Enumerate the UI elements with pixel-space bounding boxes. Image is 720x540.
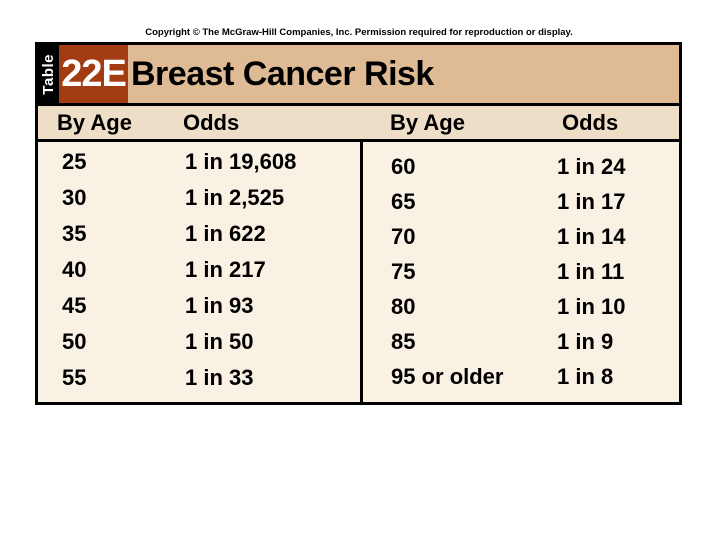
table-row: 30 1 in 2,525 bbox=[38, 180, 360, 216]
table-row: 60 1 in 24 bbox=[363, 149, 679, 184]
age-cell: 35 bbox=[62, 221, 87, 246]
age-cell: 95 or older bbox=[391, 363, 504, 389]
header-odds-right: Odds bbox=[562, 109, 619, 135]
odds-cell: 1 in 19,608 bbox=[185, 149, 297, 174]
odds-cell: 1 in 8 bbox=[557, 363, 614, 389]
table-tab-label: Table bbox=[40, 53, 57, 95]
title-bar: Table 22E Breast Cancer Risk bbox=[38, 45, 679, 103]
header-by-age-right: By Age bbox=[390, 109, 465, 135]
odds-cell: 1 in 2,525 bbox=[185, 185, 285, 210]
title-area: Breast Cancer Risk bbox=[128, 45, 679, 103]
age-cell: 55 bbox=[62, 365, 87, 390]
age-cell: 80 bbox=[391, 293, 416, 319]
age-cell: 25 bbox=[62, 149, 87, 174]
odds-cell: 1 in 217 bbox=[185, 257, 266, 282]
table-row: 50 1 in 50 bbox=[38, 324, 360, 360]
table-tab: Table bbox=[38, 45, 59, 103]
odds-cell: 1 in 17 bbox=[557, 188, 626, 214]
age-cell: 75 bbox=[391, 258, 416, 284]
table-row: 40 1 in 217 bbox=[38, 252, 360, 288]
table-left-column: 25 1 in 19,608 30 1 in 2,525 35 1 in 622… bbox=[38, 142, 360, 402]
age-cell: 50 bbox=[62, 329, 87, 354]
table-body: 25 1 in 19,608 30 1 in 2,525 35 1 in 622… bbox=[38, 142, 679, 402]
table-row: 45 1 in 93 bbox=[38, 288, 360, 324]
odds-cell: 1 in 14 bbox=[557, 223, 626, 249]
page-title: Breast Cancer Risk bbox=[131, 54, 434, 93]
table-row: 35 1 in 622 bbox=[38, 216, 360, 252]
table-code-label: 22E bbox=[61, 52, 127, 95]
header-odds-left: Odds bbox=[183, 109, 240, 135]
table-frame: Table 22E Breast Cancer Risk By Age Odds… bbox=[35, 42, 682, 405]
age-cell: 60 bbox=[391, 153, 416, 179]
table-right-column: 60 1 in 24 65 1 in 17 70 1 in 14 75 1 in… bbox=[360, 142, 679, 402]
age-cell: 30 bbox=[62, 185, 87, 210]
table-row: 65 1 in 17 bbox=[363, 184, 679, 219]
odds-cell: 1 in 10 bbox=[557, 293, 626, 319]
table-row: 95 or older 1 in 8 bbox=[363, 359, 679, 394]
table-row: 55 1 in 33 bbox=[38, 360, 360, 396]
age-cell: 70 bbox=[391, 223, 416, 249]
odds-cell: 1 in 622 bbox=[185, 221, 266, 246]
table-code-box: 22E bbox=[59, 45, 128, 103]
age-cell: 40 bbox=[62, 257, 87, 282]
table-header-row: By Age Odds By Age Odds bbox=[38, 103, 679, 142]
odds-cell: 1 in 50 bbox=[185, 329, 254, 354]
age-cell: 65 bbox=[391, 188, 416, 214]
header-by-age-left: By Age bbox=[57, 109, 132, 135]
age-cell: 45 bbox=[62, 293, 87, 318]
table-row: 25 1 in 19,608 bbox=[38, 144, 360, 180]
copyright-notice: Copyright © The McGraw-Hill Companies, I… bbox=[145, 27, 573, 38]
table-row: 70 1 in 14 bbox=[363, 219, 679, 254]
odds-cell: 1 in 24 bbox=[557, 153, 626, 179]
odds-cell: 1 in 33 bbox=[185, 365, 254, 390]
table-row: 80 1 in 10 bbox=[363, 289, 679, 324]
odds-cell: 1 in 93 bbox=[185, 293, 254, 318]
table-row: 85 1 in 9 bbox=[363, 324, 679, 359]
table-row: 75 1 in 11 bbox=[363, 254, 679, 289]
odds-cell: 1 in 11 bbox=[557, 258, 625, 284]
odds-cell: 1 in 9 bbox=[557, 328, 614, 354]
age-cell: 85 bbox=[391, 328, 416, 354]
